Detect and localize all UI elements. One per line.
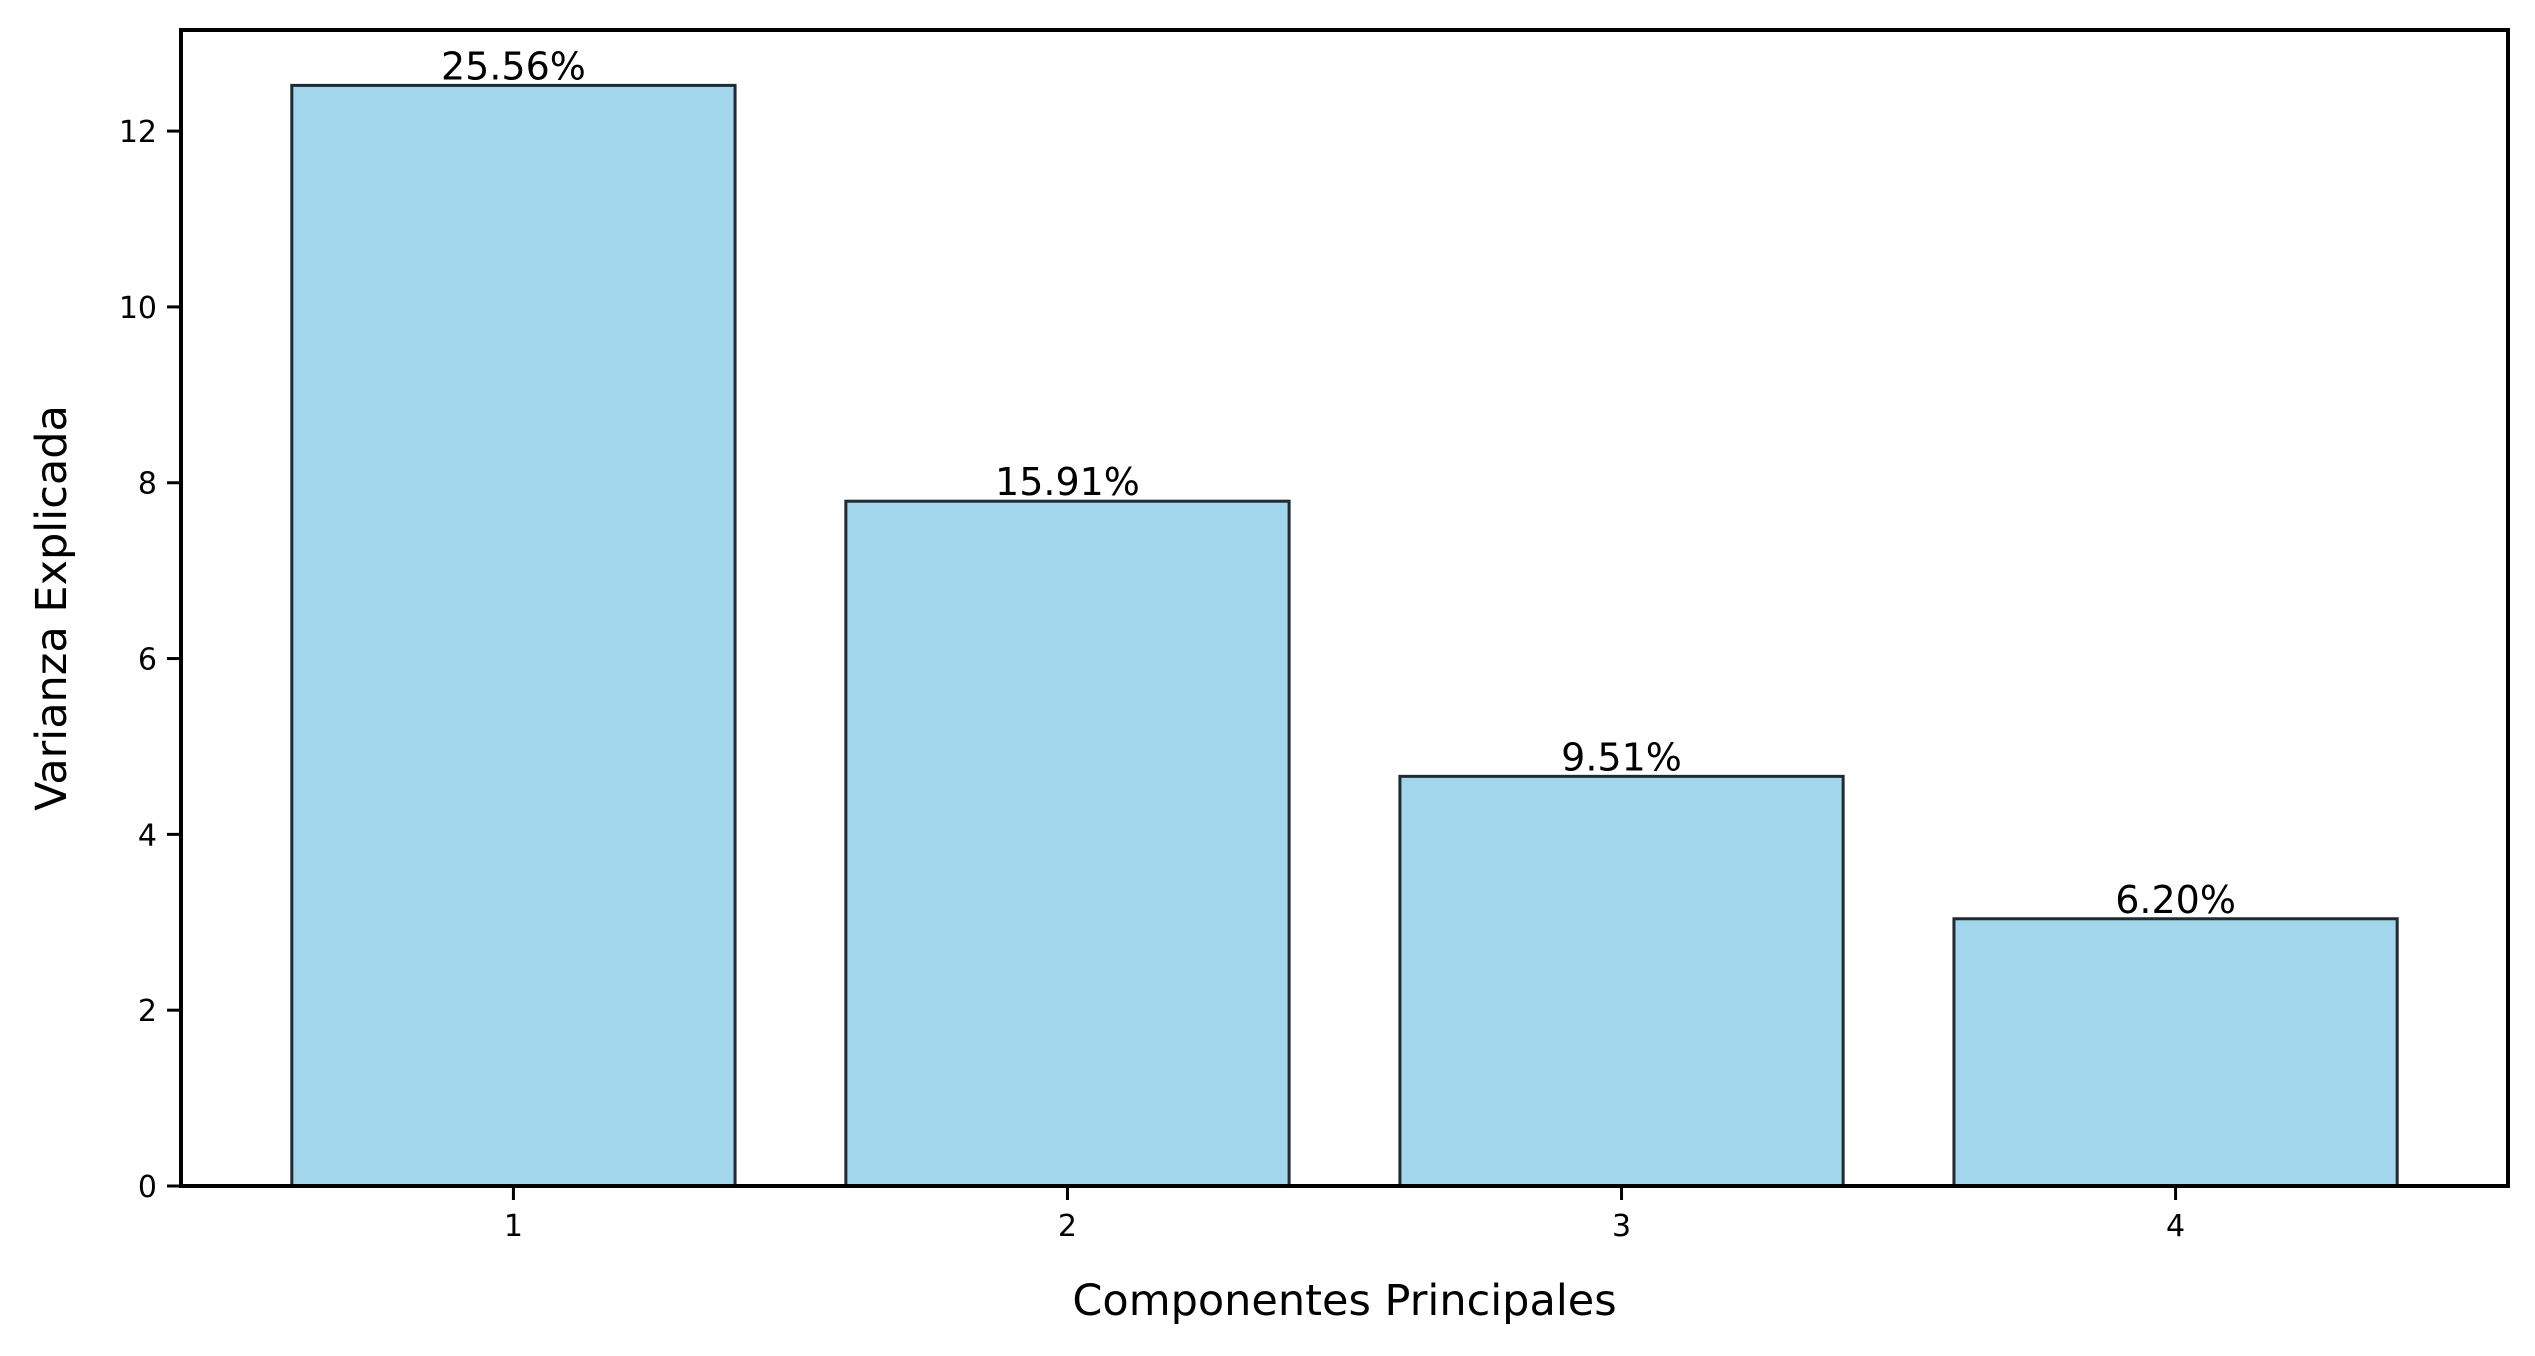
bar-3 — [1398, 774, 1845, 1188]
bar-value-label-3: 9.51% — [1561, 735, 1682, 779]
bar-labels-layer: 25.56% 15.91% 9.51% 6.20% — [441, 44, 2236, 921]
y-tick-label: 2 — [138, 994, 157, 1029]
x-tick-label: 4 — [2166, 1209, 2185, 1244]
y-axis-label: Varianza Explicada — [27, 405, 77, 811]
x-axis-ticks: 1 2 3 4 — [504, 1186, 2185, 1244]
bar-value-label-1: 25.56% — [441, 44, 586, 88]
bars-layer — [290, 83, 2399, 1188]
y-tick-label: 12 — [119, 115, 157, 150]
x-tick-label: 1 — [504, 1209, 523, 1244]
plot-frame — [179, 28, 2510, 1188]
y-tick-label: 6 — [138, 643, 157, 678]
x-axis-label: Componentes Principales — [1072, 1276, 1616, 1326]
x-tick-label: 2 — [1058, 1209, 1077, 1244]
bar-2 — [844, 499, 1291, 1188]
bar-1 — [290, 83, 737, 1188]
bar-value-label-2: 15.91% — [995, 460, 1140, 504]
y-tick-label: 0 — [138, 1170, 157, 1205]
bar-4 — [1952, 917, 2399, 1188]
y-tick-label: 8 — [138, 467, 157, 502]
y-axis-ticks: 0 2 4 6 8 10 12 — [119, 115, 181, 1205]
bar-value-label-4: 6.20% — [2115, 878, 2236, 922]
y-tick-label: 4 — [138, 818, 157, 853]
y-tick-label: 10 — [119, 291, 157, 326]
x-tick-label: 3 — [1612, 1209, 1631, 1244]
